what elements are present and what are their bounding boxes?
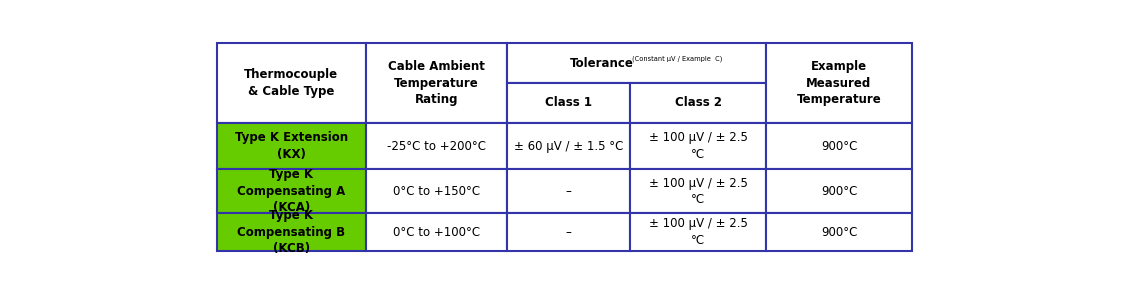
Bar <box>630 169 766 214</box>
Text: Thermocouple
& Cable Type: Thermocouple & Cable Type <box>244 68 338 98</box>
Text: ± 100 µV / ± 2.5
°C: ± 100 µV / ± 2.5 °C <box>649 177 748 206</box>
Text: (Constant µV / Example  C): (Constant µV / Example C) <box>632 56 723 63</box>
Text: Type K
Compensating B
(KCB): Type K Compensating B (KCB) <box>237 209 345 255</box>
Text: -25°C to +200°C: -25°C to +200°C <box>387 139 486 152</box>
Text: Tolerance: Tolerance <box>570 57 633 70</box>
Text: ± 60 µV / ± 1.5 °C: ± 60 µV / ± 1.5 °C <box>514 139 623 152</box>
Bar <box>367 214 507 251</box>
Text: 0°C to +100°C: 0°C to +100°C <box>393 226 480 239</box>
Text: 900°C: 900°C <box>821 139 857 152</box>
Bar <box>766 169 911 214</box>
Bar <box>630 214 766 251</box>
Text: 900°C: 900°C <box>821 226 857 239</box>
Bar <box>507 43 766 83</box>
Bar <box>217 43 367 123</box>
Text: –: – <box>565 226 571 239</box>
Bar <box>630 83 766 123</box>
Bar <box>766 123 911 169</box>
Bar <box>507 123 630 169</box>
Text: ± 100 µV / ± 2.5
°C: ± 100 µV / ± 2.5 °C <box>649 131 748 161</box>
Text: Cable Ambient
Temperature
Rating: Cable Ambient Temperature Rating <box>388 60 485 106</box>
Bar <box>367 43 507 123</box>
Text: Type K
Compensating A
(KCA): Type K Compensating A (KCA) <box>237 168 345 214</box>
Bar <box>367 169 507 214</box>
Bar <box>630 123 766 169</box>
Bar <box>217 169 367 214</box>
Text: Class 1: Class 1 <box>545 96 592 109</box>
Bar <box>766 43 911 123</box>
Bar <box>507 214 630 251</box>
Text: ± 100 µV / ± 2.5
°C: ± 100 µV / ± 2.5 °C <box>649 218 748 247</box>
Text: Class 2: Class 2 <box>674 96 722 109</box>
Bar <box>507 169 630 214</box>
Text: Example
Measured
Temperature: Example Measured Temperature <box>797 60 882 106</box>
Bar <box>766 214 911 251</box>
Text: 0°C to +150°C: 0°C to +150°C <box>393 185 480 198</box>
Bar <box>507 83 630 123</box>
Bar <box>367 123 507 169</box>
Bar <box>217 123 367 169</box>
Bar <box>217 214 367 251</box>
Text: 900°C: 900°C <box>821 185 857 198</box>
Text: Type K Extension
(KX): Type K Extension (KX) <box>235 131 348 161</box>
Text: –: – <box>565 185 571 198</box>
